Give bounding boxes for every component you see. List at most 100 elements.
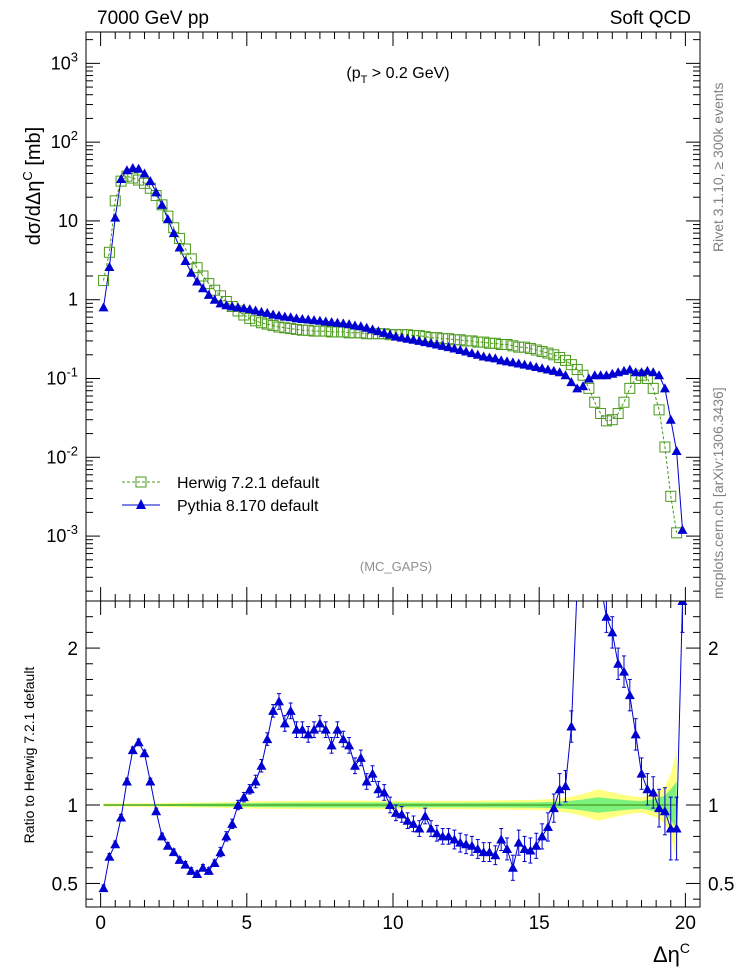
herwig-point — [98, 275, 110, 287]
legend-entry-herwig: Herwig 7.2.1 default — [122, 475, 320, 492]
ratio-pythia-point — [542, 821, 553, 831]
pythia-point — [233, 302, 244, 312]
herwig-point — [560, 354, 572, 366]
ratio-pythia-point — [519, 843, 530, 853]
ratio-pythia-point — [648, 787, 659, 797]
ratio-pythia-point — [273, 696, 284, 706]
ratio-pythia-point — [238, 792, 249, 802]
ratio-pythia-point — [654, 803, 665, 813]
legend-marker-herwig — [135, 476, 147, 488]
ratio-pythia-point — [151, 806, 162, 816]
pythia-point — [227, 301, 238, 311]
herwig-point — [548, 349, 560, 361]
pythia-point — [408, 334, 419, 344]
ratio-pythia-point — [601, 611, 612, 621]
pythia-point — [443, 342, 454, 352]
ratio-pythia-point — [244, 784, 255, 794]
herwig-point — [250, 315, 262, 327]
ratio-pythia-point — [133, 737, 144, 747]
ratio-pythia-point — [349, 760, 360, 770]
ratio-pythia-point — [250, 776, 261, 786]
ratio-pythia-point — [461, 839, 472, 849]
ratio-panel: 0.5 0.5 1 1 2 2 0 5 10 15 20 Ratio to Herwig 7.2.… — [21, 533, 734, 967]
herwig-point — [483, 337, 495, 349]
main-ylabel: dσ/dΔηC [mb] — [20, 127, 45, 245]
herwig-point — [530, 344, 542, 356]
ratio-pythia-point — [233, 800, 244, 809]
ratio-pythia-point — [338, 734, 349, 744]
herwig-point — [244, 312, 256, 324]
ratio-pythia-point — [162, 840, 173, 850]
ratio-pythia-point — [121, 776, 132, 786]
ratio-pythia-point — [624, 690, 635, 700]
x-tick-label: 5 — [242, 913, 253, 934]
herwig-point — [331, 326, 343, 338]
ratio-pythia-point — [209, 858, 220, 868]
ratio-y-tick-label: 0.5 — [52, 874, 78, 895]
herwig-point — [618, 396, 630, 408]
herwig-point — [659, 441, 671, 453]
pythia-point — [192, 276, 203, 286]
herwig-point — [255, 317, 267, 329]
pythia-point — [414, 335, 425, 345]
herwig-point — [308, 325, 320, 337]
pythia-point — [390, 331, 401, 341]
ratio-pythia-point — [578, 549, 588, 558]
pythia-point — [285, 312, 296, 322]
herwig-point — [519, 341, 531, 353]
ratio-pythia-point — [285, 705, 296, 715]
ratio-pythia-point — [414, 823, 425, 833]
ratio-pythia-point — [472, 843, 483, 853]
ratio-pythia-point — [385, 800, 396, 809]
herwig-point — [589, 396, 601, 408]
ratio-pythia-point — [431, 828, 442, 838]
pythia-point — [490, 353, 501, 363]
ratio-y-tick-label: 1 — [67, 796, 78, 817]
ratio-pythia-point — [566, 721, 577, 731]
ratio-pythia-point — [314, 718, 325, 728]
herwig-point — [285, 323, 297, 335]
ratio-pythia-point — [443, 831, 454, 841]
herwig-point — [653, 404, 665, 416]
pythia-point — [437, 340, 448, 350]
pythia-point — [379, 327, 390, 337]
ratio-pythia-point — [496, 834, 507, 844]
pythia-point — [250, 305, 261, 315]
herwig-point — [524, 343, 536, 355]
pythia-point — [116, 174, 127, 184]
ratio-pythia-point — [396, 809, 407, 819]
ratio-pythia-point — [554, 784, 565, 794]
herwig-point — [542, 347, 554, 359]
legend-marker-pythia — [136, 499, 146, 509]
ratio-pythia-point — [227, 818, 238, 828]
pythia-point — [157, 199, 168, 209]
ratio-pythia-point — [525, 845, 536, 855]
ratio-pythia-point — [677, 601, 688, 605]
ratio-pythia-point — [379, 787, 390, 797]
ratio-y-tick-label-right: 0.5 — [708, 874, 734, 895]
herwig-point — [489, 337, 501, 349]
x-tick-label: 20 — [675, 913, 696, 934]
ratio-pythia-point — [659, 806, 670, 816]
herwig-point — [103, 246, 115, 258]
pythia-point — [244, 304, 255, 314]
main-y-axis: 10-3 10-2 10-1 1 10 102 103 — [46, 39, 700, 592]
ratio-pythia-point — [455, 837, 466, 847]
ratio-pythia-point — [590, 549, 600, 558]
pythia-point — [502, 356, 513, 366]
herwig-point — [624, 382, 636, 394]
ratio-pythia-point — [584, 533, 594, 542]
ratio-pythia-point — [618, 666, 629, 676]
herwig-point — [571, 364, 583, 376]
ratio-pythia-point — [262, 734, 273, 744]
pythia-point — [344, 319, 355, 329]
herwig-point — [606, 414, 618, 426]
pythia-point — [525, 360, 536, 370]
herwig-point — [454, 334, 466, 346]
herwig-point — [478, 336, 490, 348]
herwig-line — [103, 175, 678, 533]
ratio-pythia-point — [642, 784, 653, 794]
pythia-point — [197, 283, 208, 293]
ratio-pythia-point — [630, 729, 641, 739]
